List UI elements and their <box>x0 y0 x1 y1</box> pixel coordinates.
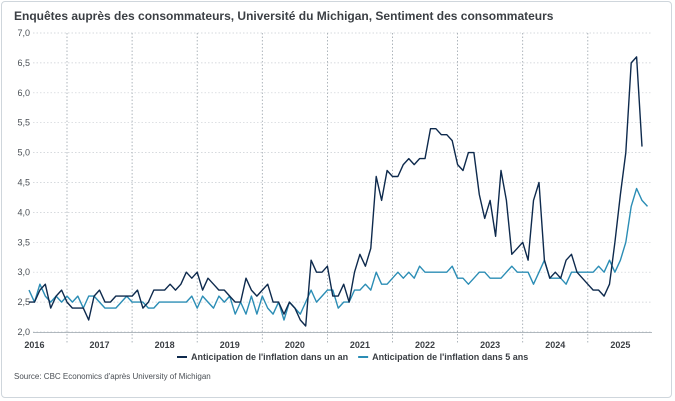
x-axis: 2016 2017 2018 2019 2020 2021 2022 2023 2024 2025 <box>24 332 652 350</box>
series-line-1 <box>28 187 649 321</box>
grid <box>33 32 652 344</box>
y-axis: 2,0 2,5 3,0 3,5 4,0 4,5 5,0 5,5 6,0 6,5 7,0 <box>17 28 30 337</box>
y-tick-label: 2,5 <box>17 297 30 307</box>
x-tick-label: 2023 <box>480 340 500 350</box>
y-tick-label: 6,5 <box>17 58 30 68</box>
series-lines <box>28 56 649 327</box>
x-tick-label: 2017 <box>90 340 110 350</box>
x-tick-label: 2016 <box>24 340 44 350</box>
y-tick-label: 3,0 <box>17 267 30 277</box>
source-note: Source: CBC Economics d'après University… <box>14 372 211 381</box>
x-tick-label: 2024 <box>545 340 565 350</box>
chart-title: Enquêtes auprès des consommateurs, Unive… <box>14 9 554 23</box>
x-tick-label: 2020 <box>285 340 305 350</box>
y-tick-label: 7,0 <box>17 28 30 38</box>
legend-label-0: Anticipation de l'inflation dans un an <box>191 352 348 362</box>
y-tick-label: 3,5 <box>17 237 30 247</box>
y-tick-label: 6,0 <box>17 88 30 98</box>
x-tick-label: 2025 <box>610 340 630 350</box>
x-tick-label: 2018 <box>155 340 175 350</box>
y-tick-label: 4,0 <box>17 207 30 217</box>
x-tick-label: 2021 <box>350 340 370 350</box>
legend: Anticipation de l'inflation dans un an An… <box>177 352 528 362</box>
series-line-0 <box>29 56 643 327</box>
x-tick-label: 2022 <box>415 340 435 350</box>
y-tick-label: 5,0 <box>17 148 30 158</box>
y-tick-label: 5,5 <box>17 118 30 128</box>
y-tick-label: 2,0 <box>17 327 30 337</box>
y-tick-label: 4,5 <box>17 178 30 188</box>
x-tick-label: 2019 <box>220 340 240 350</box>
legend-label-1: Anticipation de l'inflation dans 5 ans <box>372 352 528 362</box>
